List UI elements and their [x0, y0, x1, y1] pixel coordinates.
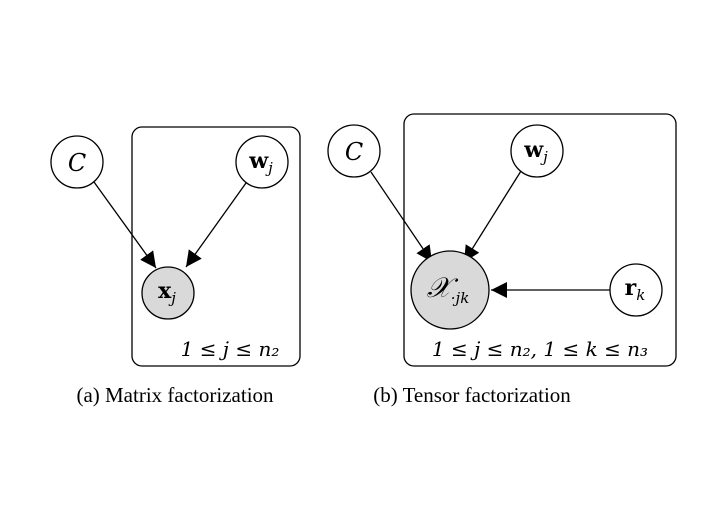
plate-a-label: 1 ≤ j ≤ n₂: [181, 337, 280, 361]
plate-b-label: 1 ≤ j ≤ n₂, 1 ≤ k ≤ n₃: [432, 337, 648, 361]
node-b-w-circle: [510, 124, 564, 178]
svg-text:rk: rk: [625, 275, 646, 304]
plate-a: [131, 126, 301, 367]
node-a-w-label-main: w: [248, 148, 269, 174]
node-b-c: C: [327, 124, 381, 178]
panel-b-tensor-factorization: C wj 𝒳·jk rk 1 ≤ j ≤ n₂, 1 ≤ k ≤ n₃ (b) …: [327, 113, 677, 407]
node-b-r-circle: [609, 263, 663, 317]
node-b-r: rk: [609, 263, 663, 317]
node-a-c: C: [50, 135, 104, 189]
edge-a-w-to-x: [185, 182, 247, 268]
node-b-c-label: C: [345, 138, 363, 166]
node-a-x: xj: [141, 266, 195, 320]
edge-b-c-to-x: [370, 171, 433, 263]
node-a-w: wj: [235, 135, 289, 189]
caption-b: (b) Tensor factorization: [373, 383, 571, 407]
node-b-w-label-main: w: [523, 137, 544, 163]
node-b-r-label-main: r: [625, 275, 637, 301]
caption-a: (a) Matrix factorization: [76, 383, 274, 407]
node-b-x-circle: [410, 250, 490, 330]
node-b-x: 𝒳·jk: [410, 250, 490, 330]
svg-text:wj: wj: [248, 148, 273, 177]
svg-text:wj: wj: [523, 137, 548, 166]
node-b-x-label-sub: ·jk: [451, 289, 470, 307]
plate-b: [403, 113, 677, 367]
node-b-w: wj: [510, 124, 564, 178]
node-a-x-label-sub: j: [168, 289, 176, 307]
panel-a-matrix-factorization: C wj xj 1 ≤ j ≤ n₂ (a) Matrix factorizat…: [50, 126, 301, 407]
edge-b-w-to-x: [463, 170, 522, 263]
node-a-x-circle: [141, 266, 195, 320]
node-a-x-label-main: x: [158, 278, 172, 304]
node-b-w-label-sub: j: [540, 148, 548, 166]
node-b-r-label-sub: k: [636, 286, 645, 304]
node-a-c-label: C: [68, 149, 86, 177]
node-b-c-circle: [327, 124, 381, 178]
node-a-c-circle: [50, 135, 104, 189]
edge-a-c-to-x: [93, 181, 157, 269]
node-a-w-circle: [235, 135, 289, 189]
svg-text:xj: xj: [158, 278, 176, 307]
node-a-w-label-sub: j: [265, 159, 273, 177]
